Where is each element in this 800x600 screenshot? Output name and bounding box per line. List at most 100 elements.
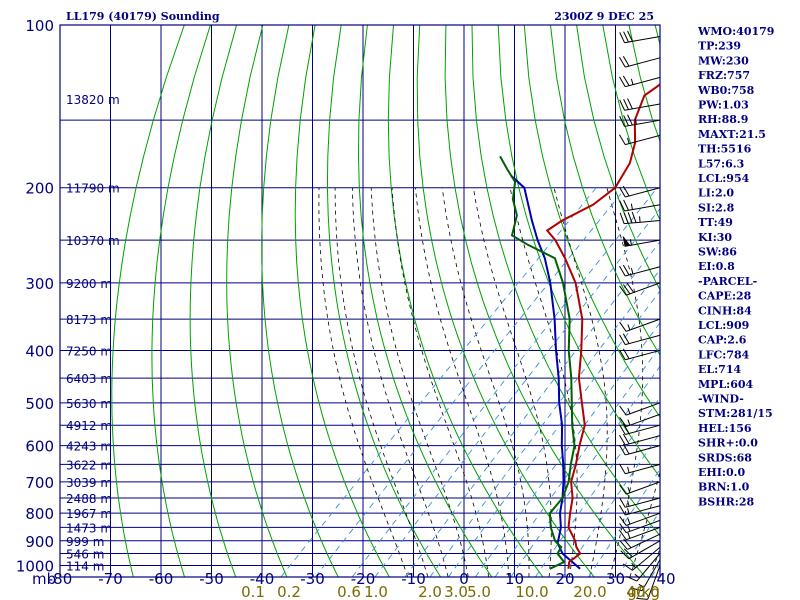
barb-full — [622, 433, 630, 445]
barb-half — [627, 525, 631, 532]
valid-time: 2300Z 9 DEC 25 — [554, 10, 654, 23]
height-label: 4243 m — [66, 440, 112, 454]
barb-full — [623, 31, 629, 43]
mixing-ratio-tick-label: 3.0 — [444, 583, 468, 600]
barb-half — [627, 508, 630, 515]
wind-barb — [620, 540, 661, 560]
barb-full — [622, 563, 633, 571]
barb-shaft — [625, 134, 661, 146]
wind-barb — [622, 235, 661, 247]
barb-half — [627, 518, 631, 525]
wind-barb — [619, 98, 661, 111]
index-line: EL:714 — [698, 363, 741, 376]
barb-half — [627, 532, 631, 539]
dewpoint-trace — [499, 155, 576, 570]
height-label: 10370 m — [66, 234, 120, 248]
dry-adiabat — [226, 25, 288, 577]
barb-full — [619, 416, 627, 427]
moist-adiabat — [415, 187, 510, 577]
barb-full — [626, 575, 638, 582]
mixing-ratio-line — [535, 396, 660, 577]
wind-barb — [619, 30, 661, 44]
barb-shaft — [626, 512, 661, 526]
wind-barb — [619, 333, 661, 346]
height-label: 546 m — [66, 548, 104, 562]
index-line: HEL:156 — [698, 422, 752, 435]
barb-full — [626, 282, 635, 293]
height-label: 7250 m — [66, 344, 112, 358]
temperature-tick-label: 0 — [459, 570, 469, 588]
mixing-ratio-line — [280, 187, 597, 577]
barb-full — [619, 186, 626, 198]
barb-half — [630, 78, 634, 85]
sounding-profiles — [499, 83, 660, 570]
barb-shaft — [625, 435, 661, 446]
height-label: 11790 m — [66, 182, 120, 196]
height-label: 8173 m — [66, 313, 112, 327]
wind-barb — [619, 185, 661, 198]
mixing-ratio-line — [561, 432, 660, 577]
index-line: -PARCEL- — [698, 275, 757, 288]
barb-full — [622, 333, 630, 344]
height-label: 3622 m — [66, 458, 112, 472]
wind-barb — [619, 211, 661, 225]
wind-barb — [619, 504, 661, 516]
wind-barb — [619, 512, 661, 526]
barb-full — [619, 497, 626, 508]
barb-full — [622, 55, 630, 67]
barb-half — [634, 118, 637, 125]
barb-full — [631, 211, 637, 223]
barb-shaft — [626, 519, 661, 534]
barb-shaft — [626, 481, 661, 495]
height-label: 114 m — [66, 560, 104, 574]
index-line: -WIND- — [698, 393, 744, 406]
barb-full — [619, 212, 625, 224]
barb-half — [630, 203, 633, 210]
mixing-ratio-tick-label: 0.6 — [337, 583, 361, 600]
barb-full — [619, 321, 627, 332]
height-label: 9200 m — [66, 277, 112, 291]
barb-full — [636, 597, 648, 600]
barb-shaft — [628, 540, 661, 560]
dry-adiabat — [326, 25, 442, 577]
barb-shaft — [624, 103, 661, 111]
barb-half — [627, 486, 631, 493]
barb-shaft — [625, 334, 661, 346]
index-line: SI:2.8 — [698, 201, 735, 214]
mixing-ratio-tick-label: 10.0 — [515, 583, 548, 600]
pressure-tick-label: 600 — [25, 438, 54, 456]
barb-full — [619, 349, 626, 361]
wind-barb — [626, 553, 661, 582]
index-line: KI:30 — [698, 231, 732, 244]
dry-adiabat — [294, 25, 390, 577]
moist-adiabat — [509, 187, 578, 577]
parcel-trace — [510, 174, 581, 570]
height-label: 1967 m — [66, 507, 112, 521]
barb-full — [622, 264, 630, 276]
temperature-tick-label: -30 — [300, 570, 325, 588]
pressure-tick-label: 900 — [25, 533, 54, 551]
index-line: CAP:2.6 — [698, 334, 747, 347]
dry-adiabat — [523, 25, 660, 418]
barb-full — [623, 548, 633, 558]
barb-full — [619, 99, 625, 111]
barb-shaft — [626, 318, 661, 332]
moist-adiabat — [553, 187, 608, 577]
barb-full — [619, 334, 626, 345]
wind-barb — [619, 75, 661, 88]
wind-barb — [619, 282, 661, 296]
pressure-tick-label: 1000 — [16, 558, 54, 576]
barb-full — [623, 99, 629, 110]
wind-barb — [619, 264, 661, 277]
barb-full — [619, 434, 626, 446]
barb-shaft — [625, 57, 661, 68]
mixing-ratio-tick-label: 20.0 — [573, 583, 606, 600]
index-line: EI:0.8 — [698, 260, 735, 273]
barb-full — [619, 134, 626, 145]
moist-adiabat — [606, 187, 644, 577]
dry-adiabat — [550, 25, 660, 356]
barb-half — [639, 216, 641, 223]
index-line: TP:239 — [698, 40, 741, 53]
